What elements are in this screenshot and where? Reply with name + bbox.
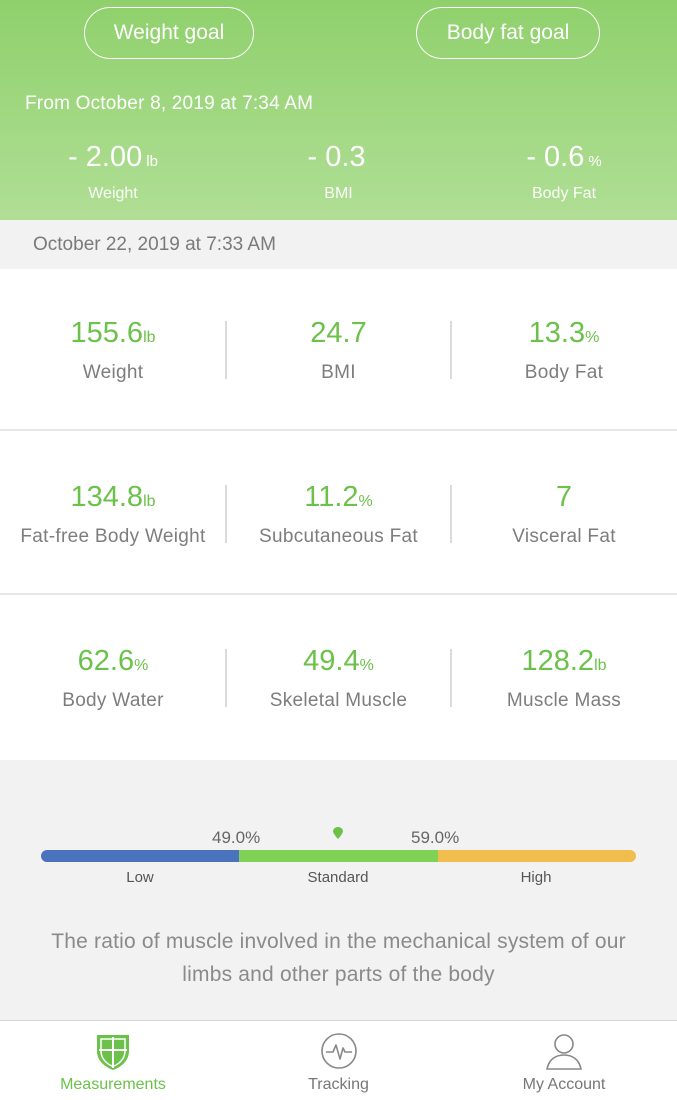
high-threshold-label: 59.0% [411, 828, 460, 847]
progress-header: Weight goal Body fat goal From October 8… [0, 0, 677, 220]
range-segment-standard [239, 850, 439, 862]
metric-label: Body Fat [524, 362, 604, 383]
metric-description: The ratio of muscle involved in the mech… [51, 930, 626, 986]
metric-body-fat[interactable]: 13.3% Body Fat [451, 269, 677, 431]
body-fat-change-unit: % [588, 153, 602, 170]
range-segment-high [438, 850, 636, 862]
band-label-standard: Standard [307, 869, 369, 886]
tab-measurements[interactable]: Measurements [0, 1021, 226, 1100]
bmi-change: - 0.3 BMI [226, 138, 451, 203]
metrics-row-3: 62.6% Body Water 49.4% Skeletal Muscle 1… [0, 597, 677, 760]
metric-unit: % [359, 657, 374, 674]
tab-tracking[interactable]: Tracking [226, 1021, 451, 1100]
metric-unit: % [358, 493, 373, 510]
body-fat-goal-button[interactable]: Body fat goal [416, 7, 600, 59]
metric-value: 128.2 [521, 645, 595, 677]
metric-value: 24.7 [310, 317, 367, 349]
metric-subcutaneous-fat[interactable]: 11.2% Subcutaneous Fat [226, 433, 451, 595]
metric-fat-free-body-weight[interactable]: 134.8lb Fat-free Body Weight [0, 433, 226, 595]
metric-body-water[interactable]: 62.6% Body Water [0, 597, 226, 759]
metric-label: Skeletal Muscle [269, 690, 408, 711]
band-label-high: High [520, 869, 552, 886]
bmi-change-value: - 0.3 [307, 141, 366, 173]
weight-change-value: - 2.00 [68, 141, 143, 173]
divider [225, 321, 227, 379]
metric-label: Weight [82, 362, 144, 383]
divider [450, 649, 452, 707]
tab-label: Measurements [60, 1076, 166, 1093]
metric-value: 62.6 [77, 645, 135, 677]
metric-label: Subcutaneous Fat [258, 526, 419, 547]
metric-value: 7 [555, 481, 573, 513]
metric-value: 11.2 [304, 481, 359, 513]
weight-goal-button[interactable]: Weight goal [84, 7, 254, 59]
metric-unit: % [134, 657, 149, 674]
metric-value: 49.4 [303, 645, 360, 677]
weight-change-unit: lb [146, 153, 158, 170]
divider [450, 321, 452, 379]
metric-value: 155.6 [70, 317, 144, 349]
band-label-low: Low [126, 869, 154, 886]
body-fat-change: - 0.6% Body Fat [451, 138, 677, 203]
from-date-text: From October 8, 2019 at 7:34 AM [25, 93, 314, 114]
metric-unit: % [585, 329, 600, 346]
metric-unit: lb [594, 657, 607, 674]
metric-unit: lb [143, 493, 156, 510]
weight-change: - 2.00 lb Weight [0, 138, 226, 203]
divider [225, 485, 227, 543]
metric-label: Body Water [62, 690, 164, 711]
range-segment-low [41, 850, 240, 862]
person-icon [546, 1034, 582, 1070]
tab-label: Tracking [308, 1076, 369, 1093]
tab-my-account[interactable]: My Account [451, 1021, 677, 1100]
metric-weight[interactable]: 155.6lb Weight [0, 269, 226, 431]
metrics-row-2: 134.8lb Fat-free Body Weight 11.2% Subcu… [0, 433, 677, 595]
metrics-row-1: 155.6lb Weight 24.7 BMI 13.3% Body Fat [0, 269, 677, 431]
metric-bmi[interactable]: 24.7 BMI [226, 269, 451, 431]
metric-skeletal-muscle[interactable]: 49.4% Skeletal Muscle [226, 597, 451, 759]
body-fat-change-value: - 0.6 [526, 141, 585, 173]
metric-unit: lb [143, 329, 156, 346]
divider [450, 485, 452, 543]
low-threshold-label: 49.0% [212, 828, 261, 847]
metric-value: 13.3 [528, 317, 586, 349]
metric-label: Visceral Fat [512, 526, 616, 547]
selection-pointer [325, 744, 353, 760]
divider [225, 649, 227, 707]
tab-label: My Account [522, 1076, 606, 1093]
weight-change-label: Weight [88, 185, 138, 202]
measurement-date-bar: October 22, 2019 at 7:33 AM [0, 220, 677, 269]
body-fat-change-label: Body Fat [531, 185, 597, 202]
shield-icon [97, 1035, 129, 1070]
bmi-change-label: BMI [324, 185, 353, 202]
skeletal-muscle-detail-panel [0, 760, 677, 1020]
heartbeat-icon [320, 1033, 357, 1069]
bottom-tab-bar: Measurements Tracking My Account [0, 1020, 677, 1100]
metric-label: Fat-free Body Weight [20, 526, 206, 547]
metric-label: Muscle Mass [506, 690, 622, 711]
metric-visceral-fat[interactable]: 7 Visceral Fat [451, 433, 677, 595]
measurement-date-text: October 22, 2019 at 7:33 AM [33, 234, 276, 255]
metric-label: BMI [321, 362, 356, 383]
metric-value: 134.8 [70, 481, 144, 513]
current-value-marker-icon [333, 827, 343, 839]
range-bar [41, 850, 636, 862]
metric-muscle-mass[interactable]: 128.2lb Muscle Mass [451, 597, 677, 759]
